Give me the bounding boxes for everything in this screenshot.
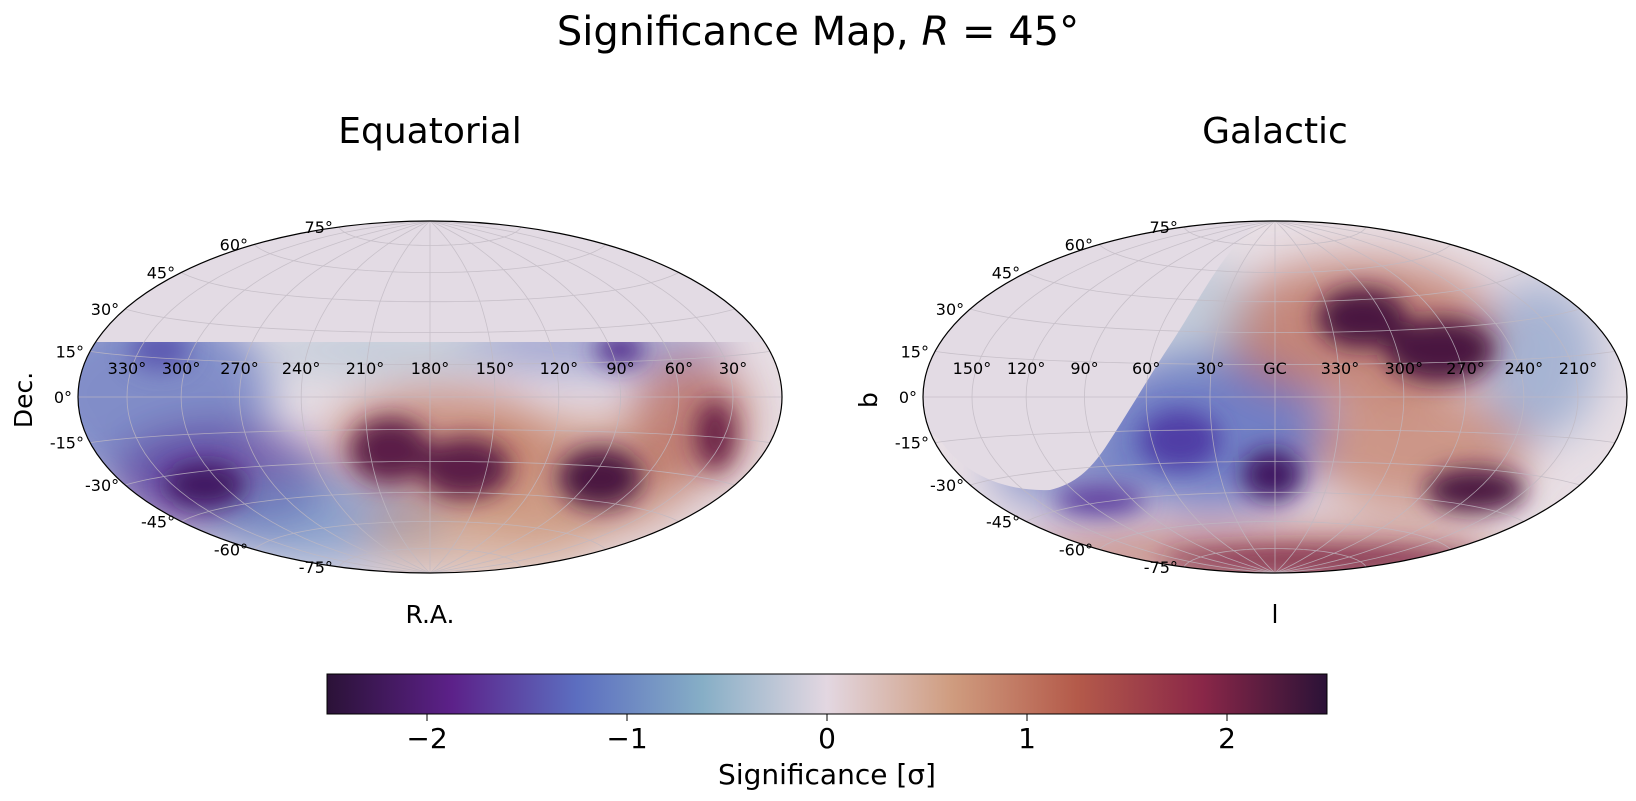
- equatorial-title: Equatorial: [338, 111, 521, 152]
- lat-tick-label: 45°: [992, 264, 1020, 283]
- galactic-title: Galactic: [1202, 111, 1348, 152]
- lat-tick-label: 0°: [54, 388, 72, 407]
- lat-tick-label: 30°: [936, 300, 964, 319]
- lat-tick-label: 60°: [1065, 236, 1093, 255]
- lon-tick-label: 60°: [665, 359, 693, 378]
- equatorial-map: [78, 221, 782, 573]
- galactic-ylabel: b: [854, 392, 883, 408]
- equatorial-ylabel: Dec.: [9, 372, 38, 428]
- lat-tick-label: 15°: [56, 342, 84, 361]
- lat-tick-label: -30°: [85, 476, 119, 495]
- lat-tick-label: 75°: [1150, 218, 1178, 237]
- lon-tick-label: 300°: [1385, 359, 1424, 378]
- colorbar-tick-label: −2: [406, 722, 447, 755]
- equatorial-panel: Equatorial: [9, 111, 783, 629]
- lon-tick-label: 120°: [540, 359, 579, 378]
- galactic-panel: Galactic: [854, 111, 1628, 629]
- lon-tick-label: 30°: [719, 359, 747, 378]
- lon-tick-label: 210°: [1559, 359, 1598, 378]
- lon-tick-label: 150°: [953, 359, 992, 378]
- lat-tick-label: -75°: [1144, 558, 1178, 577]
- colorbar-tick-label: −1: [606, 722, 647, 755]
- lat-tick-label: -60°: [1059, 540, 1093, 559]
- lat-tick-label: 30°: [91, 300, 119, 319]
- galactic-xlabel: l: [1272, 600, 1279, 629]
- lon-tick-label: 60°: [1132, 359, 1160, 378]
- lat-tick-label: -45°: [141, 512, 175, 531]
- lon-tick-label: 90°: [606, 359, 634, 378]
- lon-tick-label: 270°: [220, 359, 259, 378]
- lon-tick-label: 240°: [1505, 359, 1544, 378]
- lat-tick-label: 75°: [305, 218, 333, 237]
- colorbar-tick-label: 1: [1018, 722, 1036, 755]
- lon-tick-label: 270°: [1446, 359, 1485, 378]
- equatorial-xlabel: R.A.: [405, 600, 454, 629]
- colorbar: −2 −1 0 1 2 Significance [σ]: [326, 673, 1328, 791]
- title-variable: R: [921, 9, 949, 55]
- colorbar-tick-label: 2: [1218, 722, 1236, 755]
- lat-tick-label: -15°: [895, 434, 929, 453]
- lat-tick-label: 45°: [147, 264, 175, 283]
- figure-title: Significance Map, R = 45°: [557, 9, 1079, 55]
- lon-tick-label: 300°: [162, 359, 201, 378]
- lon-tick-label: 30°: [1196, 359, 1224, 378]
- lon-tick-label: 240°: [282, 359, 321, 378]
- lon-tick-label: 330°: [1321, 359, 1360, 378]
- lat-tick-label: -60°: [214, 540, 248, 559]
- lat-tick-label: -45°: [986, 512, 1020, 531]
- lat-tick-label: -75°: [299, 558, 333, 577]
- lat-tick-label: -15°: [50, 434, 84, 453]
- lat-tick-label: 15°: [901, 342, 929, 361]
- lon-tick-label: 120°: [1007, 359, 1046, 378]
- lat-tick-label: 60°: [220, 236, 248, 255]
- colorbar-label: Significance [σ]: [718, 758, 936, 791]
- colorbar-tick-label: 0: [818, 722, 836, 755]
- lon-tick-label: 180°: [411, 359, 450, 378]
- lon-tick-label: 90°: [1070, 359, 1098, 378]
- lon-tick-label: 330°: [108, 359, 147, 378]
- lon-tick-label: 210°: [346, 359, 385, 378]
- lat-tick-label: 0°: [899, 388, 917, 407]
- lat-tick-label: -30°: [930, 476, 964, 495]
- colorbar-gradient: [326, 673, 1328, 715]
- lon-tick-label: 150°: [476, 359, 515, 378]
- lon-tick-label: GC: [1263, 359, 1287, 378]
